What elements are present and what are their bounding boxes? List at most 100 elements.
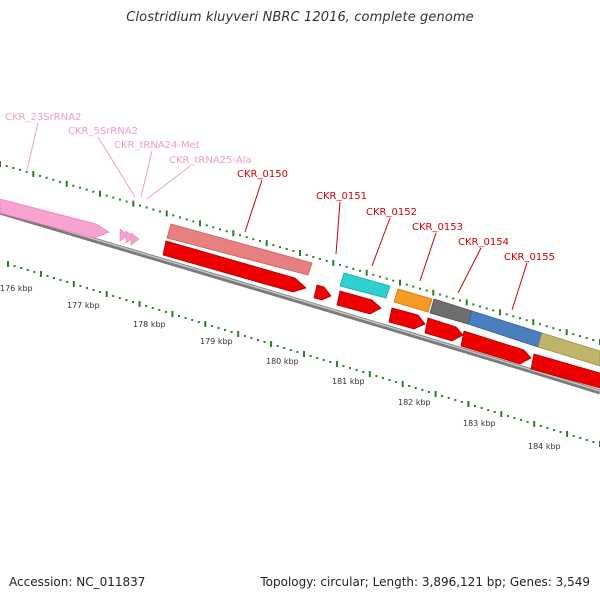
outer-tick-minor — [252, 238, 255, 241]
outer-tick-minor — [559, 329, 561, 332]
inner-tick-major — [434, 391, 437, 397]
outer-tick-minor — [419, 287, 421, 290]
outer-tick-major — [365, 269, 368, 276]
gene-leader-ckr-0155 — [511, 262, 528, 311]
rna-leader-23s — [26, 122, 39, 171]
outer-tick-minor — [592, 339, 595, 341]
outer-tick-minor — [145, 206, 148, 209]
cds-arrow-5[interactable] — [424, 317, 464, 342]
scale-label-180: 180 kbp — [266, 357, 299, 366]
gene-label-ckr-0151: CKR_0151 — [316, 191, 367, 202]
outer-tick-minor — [19, 168, 21, 171]
outer-tick-minor — [459, 299, 461, 302]
outer-tick-minor — [185, 218, 188, 221]
cds-arrow-7[interactable] — [530, 353, 600, 389]
outer-tick-major — [232, 230, 235, 237]
outer-tick-major — [532, 319, 535, 326]
outer-tick-minor — [292, 250, 295, 252]
outer-tick-minor — [285, 248, 288, 250]
scale-label-182: 182 kbp — [398, 398, 431, 407]
outer-tick-minor — [152, 208, 155, 211]
inner-tick-minor — [375, 375, 378, 377]
cds-arrow-6[interactable] — [460, 330, 532, 365]
gene-block-ckr-0151[interactable] — [339, 272, 391, 299]
outer-tick-major — [132, 200, 135, 207]
inner-tick-minor — [342, 365, 345, 367]
inner-tick-minor — [230, 331, 233, 333]
inner-tick-minor — [158, 309, 161, 311]
outer-tick-minor — [272, 244, 275, 247]
outer-tick-minor — [585, 337, 588, 339]
inner-tick-minor — [132, 301, 134, 303]
inner-tick-minor — [474, 405, 476, 407]
inner-tick-minor — [13, 265, 16, 267]
inner-tick-minor — [20, 267, 23, 269]
outer-tick-minor — [345, 265, 348, 268]
inner-tick-minor — [210, 325, 213, 327]
inner-tick-minor — [526, 421, 529, 423]
inner-tick-major — [105, 291, 108, 297]
inner-tick-minor — [125, 299, 128, 301]
gene-leader-ckr-0154 — [457, 247, 482, 294]
inner-tick-minor — [579, 437, 582, 439]
outer-tick-minor — [212, 226, 215, 229]
outer-tick-major — [65, 180, 68, 187]
inner-tick-minor — [408, 385, 411, 387]
outer-tick-minor — [525, 319, 528, 322]
inner-tick-minor — [513, 417, 516, 419]
inner-tick-minor — [33, 271, 36, 273]
inner-tick-minor — [388, 379, 391, 381]
inner-tick-minor — [79, 285, 82, 287]
inner-tick-minor — [257, 339, 259, 341]
gene-block-ckr-0152[interactable] — [393, 288, 433, 313]
inner-tick-minor — [263, 341, 266, 343]
outer-tick-row — [0, 161, 600, 345]
cds-arrow-4[interactable] — [388, 307, 426, 330]
outer-tick-minor — [325, 259, 328, 262]
outer-tick-minor — [552, 327, 555, 330]
gene-block-ckr-0150[interactable] — [166, 223, 313, 276]
inner-tick-minor — [487, 409, 490, 411]
outer-tick-minor — [179, 216, 181, 219]
gene-leader-ckr-0152 — [371, 217, 391, 267]
inner-tick-major — [500, 411, 503, 417]
outer-tick-minor — [359, 269, 361, 272]
genome-backbone-highlight — [0, 210, 600, 392]
inner-tick-major — [368, 371, 371, 377]
inner-tick-minor — [520, 419, 523, 421]
rna-label-trna25: CKR_tRNA25-Ala — [169, 155, 252, 166]
inner-tick-minor — [118, 297, 121, 299]
inner-tick-major — [237, 331, 240, 337]
rrna-23s-feature[interactable] — [0, 198, 110, 239]
inner-tick-minor — [355, 369, 358, 371]
gene-label-ckr-0152: CKR_0152 — [366, 207, 417, 218]
inner-tick-minor — [145, 305, 148, 307]
outer-tick-major — [565, 329, 568, 336]
outer-tick-minor — [225, 230, 228, 233]
rrna-5s-feature[interactable] — [119, 228, 129, 242]
inner-tick-minor — [112, 295, 115, 297]
cds-arrow-3[interactable] — [336, 290, 382, 315]
outer-tick-minor — [305, 254, 308, 256]
inner-tick-minor — [59, 279, 62, 281]
outer-tick-minor — [412, 285, 415, 288]
cds-arrow-2[interactable] — [313, 284, 332, 301]
inner-tick-minor — [197, 321, 200, 323]
trna24-met-feature[interactable] — [125, 230, 135, 244]
outer-tick-minor — [245, 236, 248, 239]
page-title: Clostridium kluyveri NBRC 12016, complet… — [126, 10, 474, 25]
outer-tick-minor — [319, 257, 321, 260]
trna25-ala-feature[interactable] — [130, 232, 140, 246]
inner-tick-minor — [191, 319, 194, 321]
cds-arrow-1[interactable] — [162, 240, 307, 293]
gene-block-ckr-0155[interactable] — [537, 332, 600, 367]
outer-tick-minor — [172, 214, 175, 217]
inner-tick-minor — [309, 355, 312, 357]
scale-label-179: 179 kbp — [200, 337, 233, 346]
outer-tick-minor — [379, 275, 381, 278]
outer-tick-minor — [512, 315, 515, 318]
inner-tick-minor — [26, 269, 29, 271]
inner-tick-minor — [276, 345, 279, 347]
outer-tick-major — [465, 299, 468, 306]
scale-label-178: 178 kbp — [133, 320, 166, 329]
